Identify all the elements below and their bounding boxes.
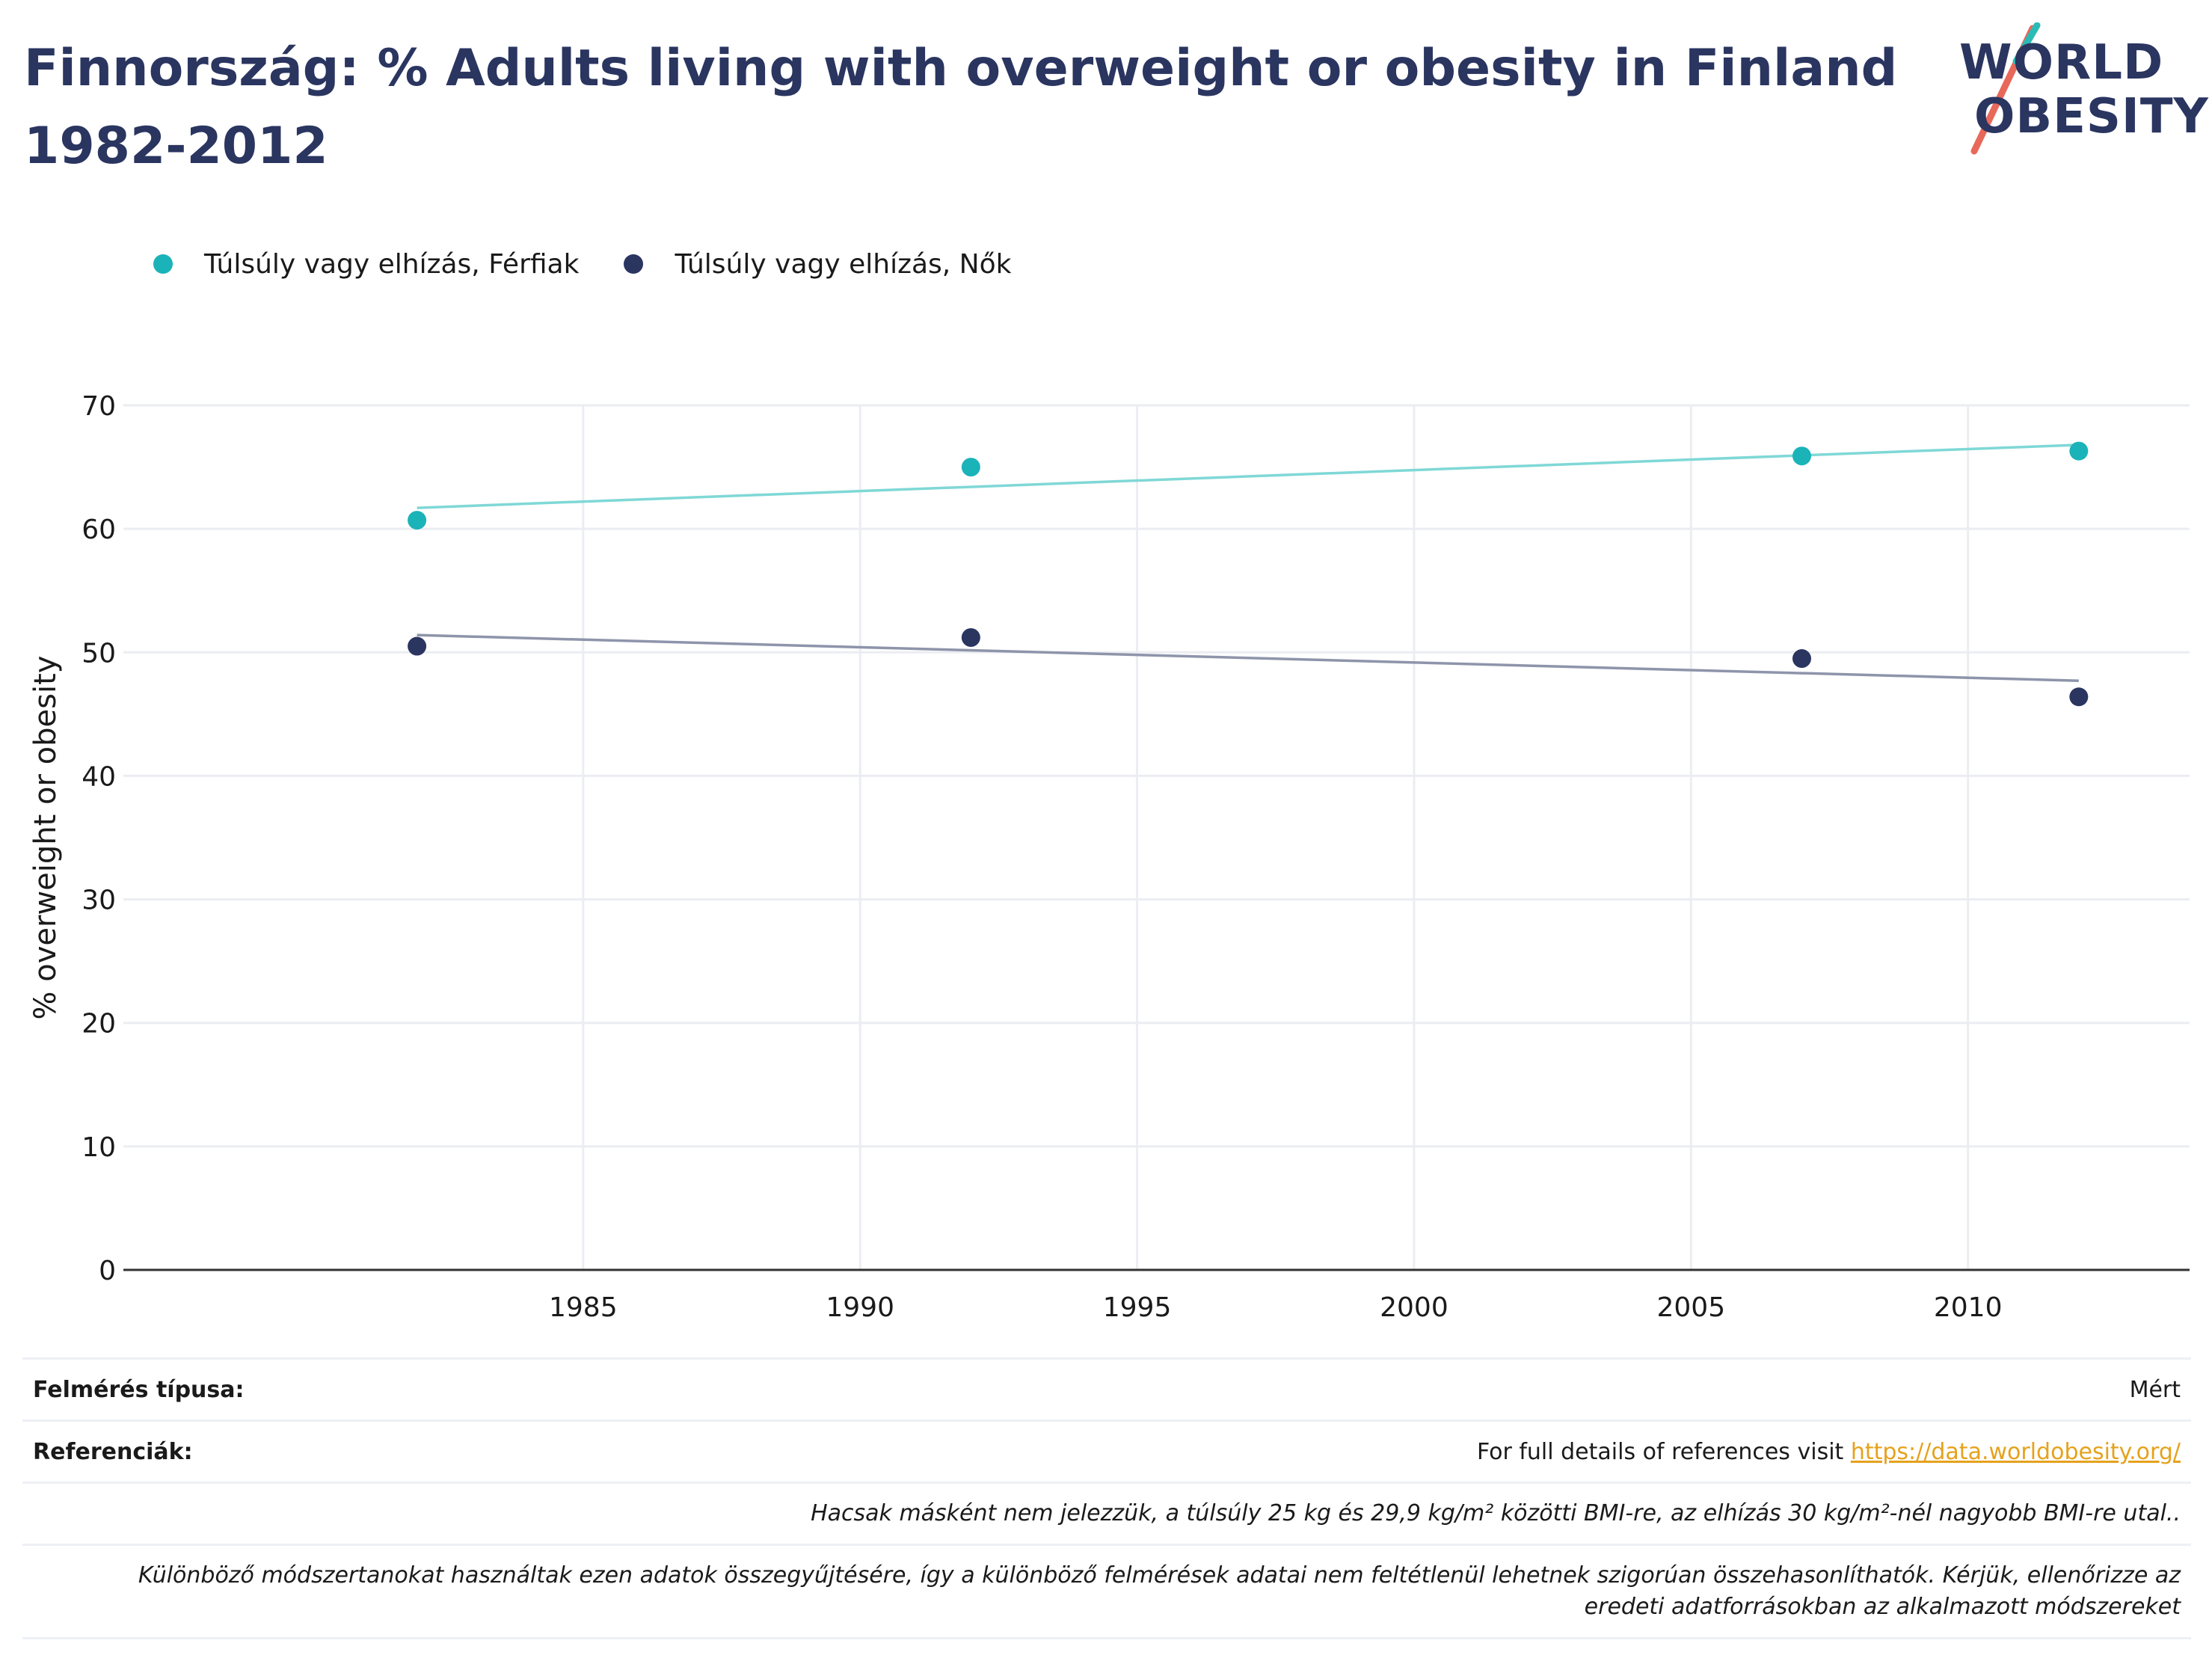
- trendline-series-1: [417, 443, 2079, 509]
- scatter-chart: 1985 1990 1995 2000 2005 2010 0 10 20 30 40 50 60 70%…: [28, 391, 2190, 1323]
- legend-item-women[interactable]: Túlsúly vagy elhízás, Nők: [624, 249, 1011, 280]
- chart-title: Finnország: % Adults living with overwei…: [24, 39, 1898, 176]
- references-text: For full details of references visit: [1476, 1438, 1851, 1465]
- chart-legend: Túlsúly vagy elhízás, Férfiak Túlsúly va…: [153, 247, 1056, 281]
- y-tick-label: 20: [82, 1009, 116, 1040]
- chart-footer: Felmérés típusa: Mért Referenciák: For f…: [22, 1357, 2191, 1639]
- legend-label-women: Túlsúly vagy elhízás, Nők: [675, 248, 1012, 280]
- x-tick-label: 2000: [1380, 1292, 1448, 1323]
- x-tick-label: 2010: [1934, 1292, 2003, 1323]
- world-obesity-logo: WORLD OBESITY: [1944, 22, 2208, 157]
- y-tick-label: 0: [99, 1256, 116, 1286]
- survey-type-value: Mért: [2129, 1376, 2181, 1403]
- references-row: Referenciák: For full details of referen…: [22, 1419, 2191, 1482]
- y-tick-label: 70: [82, 391, 116, 422]
- references-label: Referenciák:: [33, 1438, 193, 1465]
- methodology-note-line-1: Különböző módszertanokat használtak ezen…: [138, 1562, 2181, 1588]
- data-point-series-2: [2069, 687, 2089, 707]
- y-axis-title: % overweight or obesity: [28, 656, 63, 1020]
- data-point-series-2: [1792, 649, 1811, 669]
- references-link[interactable]: https://data.worldobesity.org/: [1850, 1438, 2181, 1465]
- methodology-note-row: Különböző módszertanokat használtak ezen…: [22, 1544, 2191, 1639]
- bmi-note: Hacsak másként nem jelezzük, a túlsúly 2…: [811, 1500, 2181, 1526]
- y-tick-label: 50: [82, 638, 116, 669]
- data-point-series-1: [961, 458, 980, 477]
- x-tick-label: 2005: [1657, 1292, 1726, 1323]
- y-tick-label: 10: [82, 1132, 116, 1163]
- x-tick-label: 1990: [826, 1292, 894, 1323]
- y-tick-label: 30: [82, 885, 116, 916]
- bmi-note-row: Hacsak másként nem jelezzük, a túlsúly 2…: [22, 1482, 2191, 1544]
- data-point-series-1: [408, 511, 427, 530]
- data-point-series-1: [2069, 441, 2089, 461]
- methodology-note-line-2: eredeti adatforrásokban az alkalmazott m…: [1584, 1594, 2181, 1620]
- legend-item-men[interactable]: Túlsúly vagy elhízás, Férfiak: [153, 249, 579, 280]
- legend-marker-men: [153, 254, 173, 274]
- survey-type-row: Felmérés típusa: Mért: [22, 1357, 2191, 1419]
- x-tick-label: 1995: [1103, 1292, 1172, 1323]
- survey-type-label: Felmérés típusa:: [33, 1376, 245, 1403]
- y-tick-label: 60: [82, 515, 116, 545]
- x-tick-label: 1985: [549, 1292, 618, 1323]
- legend-marker-women: [624, 254, 644, 274]
- y-tick-label: 40: [82, 761, 116, 792]
- trendline-series-2: [417, 633, 2079, 683]
- data-point-series-2: [961, 627, 980, 647]
- legend-label-men: Túlsúly vagy elhízás, Férfiak: [204, 248, 580, 280]
- logo-line-1: WORLD: [1959, 35, 2164, 90]
- data-point-series-2: [408, 636, 427, 656]
- methodology-note: Különböző módszertanokat használtak ezen…: [33, 1560, 2181, 1623]
- logo-line-2: OBESITY: [1974, 89, 2209, 144]
- references-value: For full details of references visit htt…: [1477, 1439, 2181, 1465]
- logo-slash-icon: [1970, 22, 2041, 155]
- data-point-series-1: [1792, 446, 1811, 466]
